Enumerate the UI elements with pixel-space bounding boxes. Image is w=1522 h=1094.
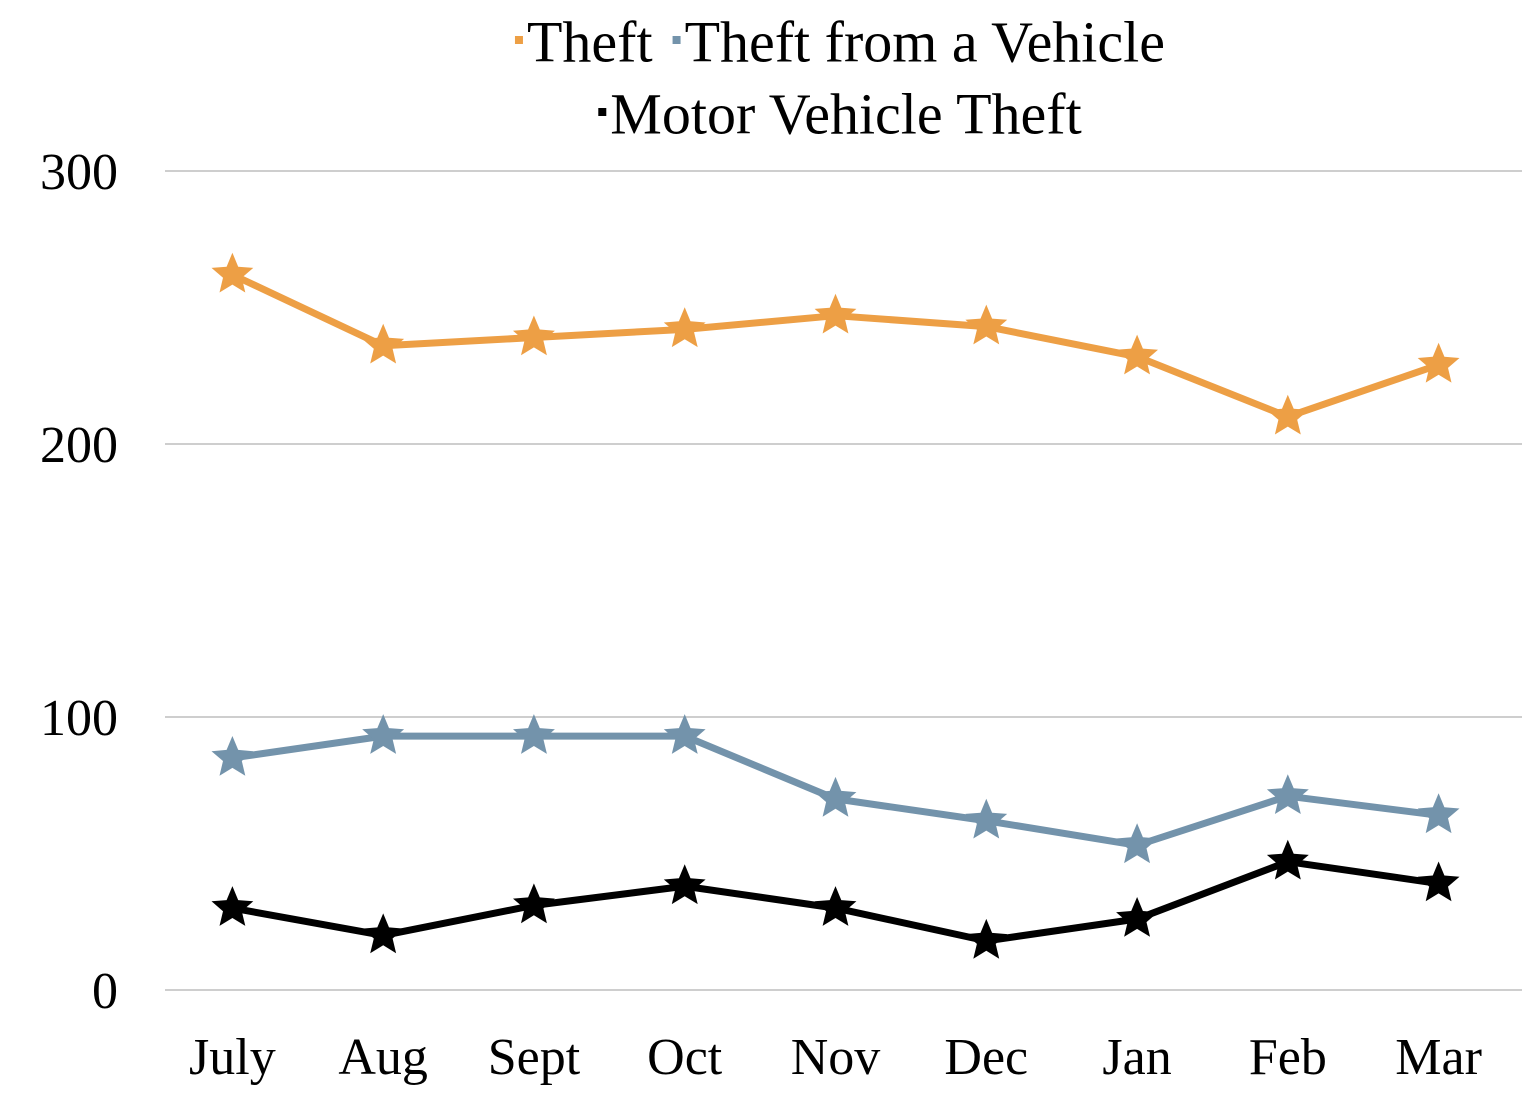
marker [513,315,555,356]
y-tick-label: 0 [92,963,118,1020]
y-tick-label: 300 [40,144,118,201]
marker [513,883,555,924]
marker [663,307,706,348]
marker [362,714,405,754]
marker [513,714,555,754]
legend-swatch [598,108,607,116]
x-tick-label: Jan [1102,1029,1171,1086]
legend-swatch [672,36,681,44]
x-tick-label: Oct [647,1029,723,1086]
marker [965,918,1008,959]
x-tick-label: Nov [791,1029,881,1086]
marker [1417,861,1460,902]
marker [1116,334,1158,375]
marker [965,798,1008,839]
y-tick-label: 100 [40,690,118,747]
legend-label: Motor Vehicle Theft [610,81,1081,146]
marker [965,304,1008,345]
x-tick-label: July [189,1029,276,1086]
x-tick-label: Mar [1395,1029,1482,1086]
marker [362,323,405,364]
marker [211,252,254,293]
marker [1266,839,1309,880]
marker [814,776,857,817]
legend-row: Theft Theft from a Vehicle [514,9,1165,74]
marker [211,886,254,926]
marker [663,714,706,754]
marker [1266,394,1309,435]
legend-swatch [514,36,523,44]
marker [211,736,254,776]
legend-label: Theft [527,9,653,74]
x-tick-label: Sept [488,1029,581,1086]
marker [1116,897,1158,937]
marker [1116,823,1158,864]
marker [814,886,857,926]
marker [1417,342,1460,383]
legend-label: Theft from a Vehicle [685,9,1165,74]
x-tick-label: Feb [1249,1029,1327,1086]
y-tick-label: 200 [40,417,118,474]
legend-row: Motor Vehicle Theft [598,81,1082,146]
marker [1266,774,1309,814]
x-tick-label: Aug [338,1029,428,1086]
marker [1417,793,1460,834]
marker [362,913,405,954]
x-tick-label: Dec [944,1029,1028,1086]
marker [663,864,706,905]
marker [814,293,857,334]
